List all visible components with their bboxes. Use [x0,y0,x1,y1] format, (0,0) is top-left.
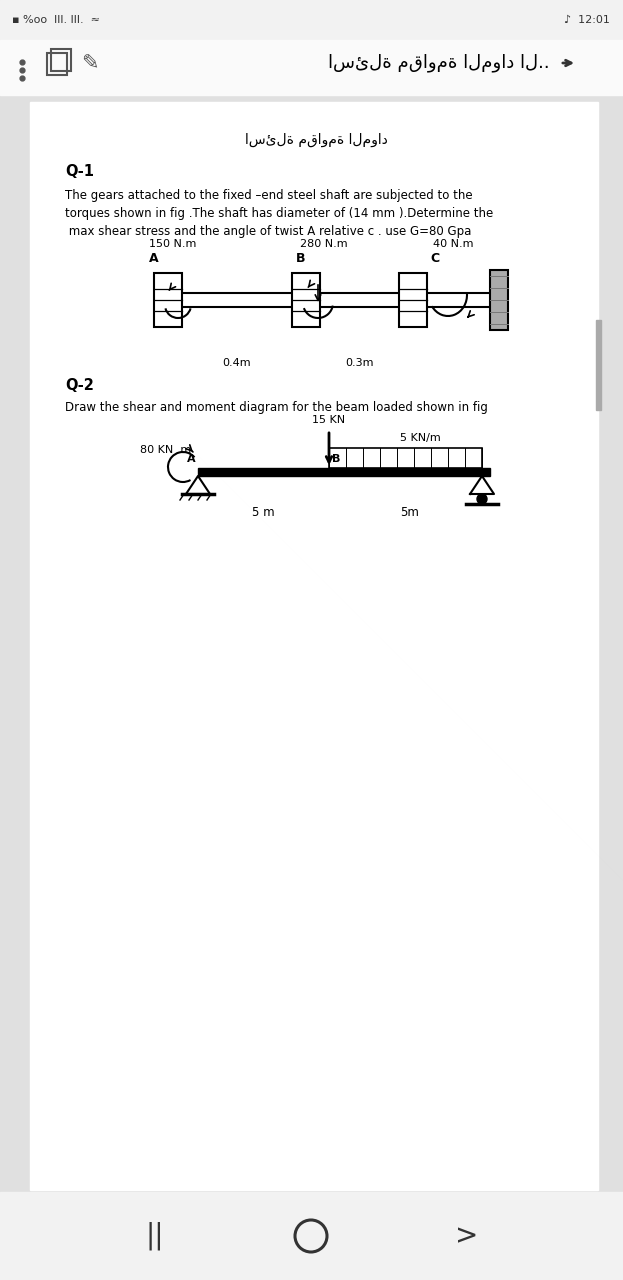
Text: 5 m: 5 m [252,506,275,518]
Text: ▪ %oo  lll. lll.  ≈: ▪ %oo lll. lll. ≈ [12,15,100,26]
Text: >: > [455,1222,478,1251]
Text: 5m: 5m [400,506,419,518]
Text: ||: || [146,1221,164,1251]
Bar [399,273,427,326]
Text: The gears attached to the fixed –end steel shaft are subjected to the: The gears attached to the fixed –end ste… [65,188,473,201]
Text: 5 KN/m: 5 KN/m [401,433,441,443]
Text: Draw the shear and moment diagram for the beam loaded shown in fig: Draw the shear and moment diagram for th… [65,402,488,415]
Bar [490,270,508,330]
Text: C: C [430,251,440,265]
Text: A: A [188,454,196,463]
Bar [30,102,598,1190]
Text: 15 KN: 15 KN [313,415,346,425]
Text: 150 N.m: 150 N.m [150,239,197,250]
Text: A: A [149,251,159,265]
Text: 0.4m: 0.4m [222,358,251,369]
Text: ♪  12:01: ♪ 12:01 [564,15,610,26]
Bar [596,320,601,410]
Text: اسئلة مقاومة المواد: اسئلة مقاومة المواد [245,133,388,147]
Circle shape [477,494,487,504]
Bar [0,0,623,40]
Text: Q-2: Q-2 [65,378,94,393]
Bar [329,448,482,468]
Text: 80 KN .m: 80 KN .m [140,445,191,454]
Text: ✎: ✎ [81,52,99,73]
Text: اسئلة مقاومة المواد ال..: اسئلة مقاومة المواد ال.. [328,54,550,72]
Bar [292,273,320,326]
Text: B: B [297,251,306,265]
Text: max shear stress and the angle of twist A relative c . use G=80 Gpa: max shear stress and the angle of twist … [65,224,472,238]
Text: 280 N.m: 280 N.m [300,239,348,250]
Bar [0,1192,623,1280]
Text: Q-1: Q-1 [65,165,94,179]
Text: B: B [332,454,340,463]
Bar [154,273,182,326]
Bar [198,468,490,476]
Text: torques shown in fig .The shaft has diameter of (14 mm ).Determine the: torques shown in fig .The shaft has diam… [65,206,493,219]
Text: 40 N.m: 40 N.m [433,239,473,250]
Text: 0.3m: 0.3m [345,358,374,369]
Bar [0,40,623,95]
